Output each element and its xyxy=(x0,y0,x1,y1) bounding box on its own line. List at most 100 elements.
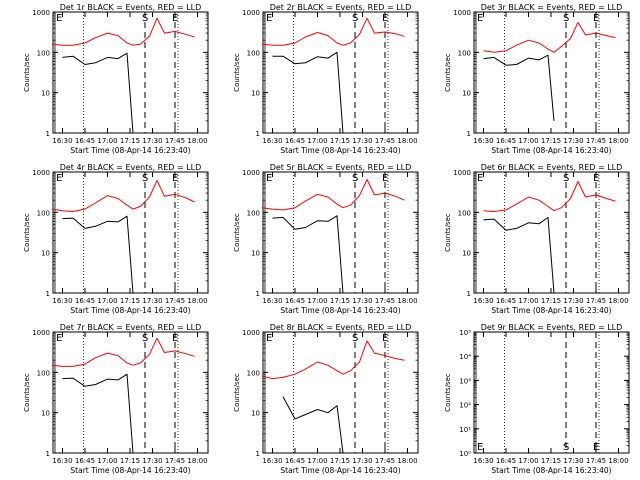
events-series-line xyxy=(62,373,134,454)
x-tick-label: 16:30 xyxy=(473,457,493,465)
x-tick-label: 17:30 xyxy=(142,297,162,305)
y-tick-label: 10 xyxy=(251,410,260,418)
events-series-line xyxy=(62,215,134,294)
y-axis-label: Counts/sec xyxy=(444,53,452,92)
y-axis-label: Counts/sec xyxy=(233,53,241,92)
marker-label-E: E xyxy=(477,173,483,184)
marker-label-F: E xyxy=(172,173,178,184)
y-tick-label: 1000 xyxy=(453,169,471,177)
panel-title: Det 2r BLACK = Events, RED = LLD xyxy=(270,3,412,12)
lld-series-line xyxy=(483,181,616,212)
x-tick-label: 18:00 xyxy=(608,137,628,145)
marker-label-E: E xyxy=(477,442,483,453)
x-tick-label: 17:30 xyxy=(563,137,583,145)
marker-label-S: S xyxy=(563,442,569,453)
plot-frame xyxy=(52,11,209,134)
y-tick-label: 10⁰ xyxy=(459,450,471,458)
marker-label-E: E xyxy=(266,333,272,344)
x-tick-label: 16:30 xyxy=(52,297,72,305)
y-tick-label: 1 xyxy=(256,130,260,138)
plot-frame xyxy=(262,11,419,134)
x-tick-label: 17:30 xyxy=(352,457,372,465)
marker-label-S: S xyxy=(142,333,148,344)
x-tick-label: 17:00 xyxy=(307,137,327,145)
x-tick-label: 18:00 xyxy=(608,457,628,465)
x-tick-label: 17:15 xyxy=(330,297,350,305)
y-tick-label: 1 xyxy=(256,290,260,298)
marker-label-S: S xyxy=(142,173,148,184)
x-axis-label: Start Time (08-Apr-14 16:23:40) xyxy=(491,466,611,475)
y-tick-label: 10 xyxy=(41,90,50,98)
y-tick-label: 10⁵ xyxy=(459,329,471,337)
x-tick-label: 17:00 xyxy=(307,457,327,465)
x-tick-label: 18:00 xyxy=(187,457,207,465)
x-tick-label: 17:15 xyxy=(541,297,561,305)
x-tick-label: 17:45 xyxy=(375,297,395,305)
marker-label-E: E xyxy=(56,173,62,184)
y-tick-label: 100 xyxy=(37,49,50,57)
x-tick-label: 17:45 xyxy=(375,457,395,465)
x-tick-label: 17:45 xyxy=(375,137,395,145)
x-tick-label: 16:45 xyxy=(285,137,305,145)
x-tick-label: 17:00 xyxy=(307,297,327,305)
y-tick-label: 10 xyxy=(251,250,260,258)
y-tick-label: 1 xyxy=(46,290,50,298)
x-tick-label: 16:45 xyxy=(285,297,305,305)
marker-label-S: S xyxy=(352,13,358,24)
marker-label-F: E xyxy=(382,13,388,24)
panel-det-8r: Det 8r BLACK = Events, RED = LLD 1 10 100 10… xyxy=(233,323,419,475)
x-tick-label: 17:15 xyxy=(120,297,140,305)
plot-frame xyxy=(262,171,419,294)
marker-label-S: S xyxy=(563,13,569,24)
x-tick-label: 17:30 xyxy=(142,137,162,145)
y-tick-label: 10 xyxy=(41,410,50,418)
x-tick-label: 16:45 xyxy=(496,137,516,145)
panel-title: Det 1r BLACK = Events, RED = LLD xyxy=(60,3,202,12)
y-tick-label: 10 xyxy=(462,250,471,258)
marker-label-E: E xyxy=(56,13,62,24)
panel-det-1r: Det 1r BLACK = Events, RED = LLD 1 10 100 10… xyxy=(23,3,209,155)
y-tick-label: 1000 xyxy=(32,329,50,337)
plot-frame xyxy=(52,171,209,294)
x-tick-label: 17:00 xyxy=(97,297,117,305)
x-tick-label: 17:15 xyxy=(541,457,561,465)
y-tick-label: 100 xyxy=(247,209,260,217)
x-tick-label: 17:15 xyxy=(330,457,350,465)
y-axis-label: Counts/sec xyxy=(23,373,31,412)
y-tick-label: 100 xyxy=(247,369,260,377)
y-tick-label: 10² xyxy=(459,402,471,410)
panel-det-2r: Det 2r BLACK = Events, RED = LLD 1 10 100 10… xyxy=(233,3,419,155)
plot-frame xyxy=(52,331,209,454)
y-tick-label: 10 xyxy=(41,250,50,258)
events-series-line xyxy=(272,215,344,294)
events-series-line xyxy=(483,216,555,294)
x-tick-label: 17:00 xyxy=(518,137,538,145)
x-tick-label: 18:00 xyxy=(608,297,628,305)
y-tick-label: 1 xyxy=(256,450,260,458)
x-tick-label: 18:00 xyxy=(187,297,207,305)
plot-frame xyxy=(473,331,630,454)
panel-title: Det 7r BLACK = Events, RED = LLD xyxy=(60,323,202,332)
x-tick-label: 17:45 xyxy=(586,137,606,145)
x-tick-label: 17:00 xyxy=(518,297,538,305)
x-tick-label: 17:15 xyxy=(330,137,350,145)
x-tick-label: 16:30 xyxy=(52,137,72,145)
x-tick-label: 18:00 xyxy=(187,137,207,145)
x-axis-label: Start Time (08-Apr-14 16:23:40) xyxy=(70,146,190,155)
marker-label-F: E xyxy=(382,333,388,344)
x-tick-label: 16:45 xyxy=(496,297,516,305)
y-tick-label: 100 xyxy=(37,369,50,377)
x-axis-label: Start Time (08-Apr-14 16:23:40) xyxy=(491,146,611,155)
marker-label-E: E xyxy=(477,13,483,24)
y-tick-label: 1000 xyxy=(242,169,260,177)
marker-label-F: E xyxy=(172,13,178,24)
y-tick-label: 10¹ xyxy=(459,426,471,434)
x-tick-label: 18:00 xyxy=(397,137,417,145)
panel-title: Det 8r BLACK = Events, RED = LLD xyxy=(270,323,412,332)
x-axis-label: Start Time (08-Apr-14 16:23:40) xyxy=(280,146,400,155)
x-tick-label: 17:30 xyxy=(352,137,372,145)
y-tick-label: 1 xyxy=(467,130,471,138)
x-tick-label: 16:45 xyxy=(75,137,95,145)
x-tick-label: 17:00 xyxy=(518,457,538,465)
